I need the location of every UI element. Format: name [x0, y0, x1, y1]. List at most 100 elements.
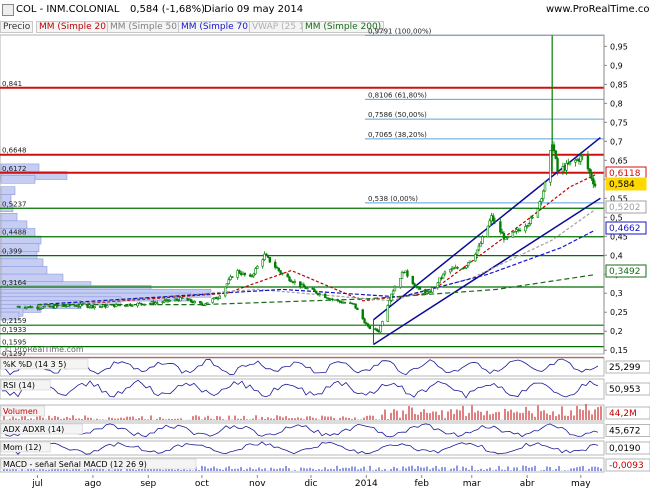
moving-average-line — [37, 174, 596, 308]
indicator-value-box — [605, 424, 650, 437]
x-tick-label: abr — [520, 479, 535, 489]
chart-menu-icon[interactable] — [2, 4, 14, 16]
level-label: 0,6172 — [2, 165, 27, 173]
indicator-value: -0,0093 — [609, 461, 644, 471]
legend-sma200[interactable]: MM (Simple 200) — [302, 21, 385, 33]
candle-body — [431, 287, 434, 293]
indicator-label: Volumen — [3, 407, 38, 416]
candle-body — [200, 302, 204, 306]
indicator-line — [1, 441, 599, 455]
volume-profile-bar — [0, 213, 18, 222]
indicator-label: RSI (14) — [3, 381, 35, 390]
candle-body — [68, 304, 71, 306]
indicator-label: ADX ADXR (14) — [3, 425, 64, 434]
indicator-value-box — [605, 360, 650, 374]
y-tick-label: 0,95 — [610, 42, 628, 51]
candle-body — [30, 306, 34, 309]
candle-body — [465, 265, 468, 269]
candle-body — [400, 271, 404, 279]
candle-body — [193, 300, 196, 304]
candle-body — [388, 299, 391, 306]
legend-sma20[interactable]: MM (Simple 20) — [36, 21, 113, 33]
y-tick-label: 0,4 — [610, 251, 623, 260]
level-label: 0,1297 — [2, 350, 27, 358]
candle-body — [81, 304, 84, 306]
indicator-value: 0,0190 — [609, 444, 641, 454]
candle-body — [574, 159, 577, 163]
candle-body — [452, 267, 456, 270]
x-tick-label: may — [571, 479, 591, 489]
period-date: Diario 09 may 2014 — [204, 4, 304, 15]
candle-body — [486, 225, 490, 238]
indicator-line — [2, 379, 599, 399]
candle-body — [100, 306, 104, 308]
indicator-value: 44,2M — [609, 409, 637, 419]
volume-profile-bar — [0, 266, 48, 275]
candle-body — [265, 253, 268, 256]
candle-body — [386, 305, 389, 322]
y-tick-label: 0,55 — [610, 194, 628, 203]
candle-body — [468, 260, 472, 263]
watermark-text: © ProRealTime.com — [4, 345, 84, 354]
candle-body — [418, 287, 422, 290]
indicator-value-box — [605, 458, 650, 472]
candle-body — [229, 276, 232, 280]
candle-body — [302, 284, 305, 288]
candle-body — [443, 271, 447, 275]
candle-body — [390, 293, 393, 301]
indicator-label-bg — [0, 379, 51, 391]
site-url[interactable]: www.ProRealTime.com — [546, 4, 650, 15]
volume-profile-bar — [0, 175, 36, 184]
candle-body — [466, 262, 470, 267]
candle-body — [139, 302, 143, 305]
candle-body — [43, 305, 46, 308]
candle-body — [500, 231, 504, 234]
indicator-label-bg — [0, 405, 46, 417]
price-box-label: 0,3492 — [609, 267, 641, 277]
candle-body — [206, 302, 209, 305]
candle-body — [449, 269, 452, 273]
y-tick-label: 0,3 — [610, 289, 623, 298]
candle-body — [254, 268, 257, 275]
candle-body — [488, 220, 491, 227]
candle-body — [318, 293, 322, 296]
y-tick-label: 0,8 — [610, 99, 623, 108]
candle-body — [336, 299, 339, 301]
y-tick-label: 0,15 — [610, 346, 628, 355]
price-box-label: 0,5202 — [609, 203, 641, 213]
candle-body — [456, 267, 459, 269]
candle-body — [406, 270, 409, 277]
indicator-value: 25,299 — [609, 363, 641, 373]
indicator-pane — [0, 357, 605, 377]
x-tick-label: nov — [249, 479, 266, 489]
candle-body — [363, 318, 366, 324]
indicator-value-box — [605, 382, 650, 396]
indicator-pane — [0, 378, 605, 400]
candle-body — [225, 283, 229, 288]
fib-label: 0,8106 (61,80%) — [368, 91, 427, 99]
candle-body — [518, 229, 522, 232]
candle-body — [163, 300, 166, 303]
legend-price[interactable]: Precio — [0, 21, 34, 33]
candle-body — [556, 158, 559, 172]
candle-body — [391, 290, 395, 295]
candle-body — [536, 208, 540, 218]
volume-profile-bar — [0, 220, 28, 230]
price-box — [605, 177, 647, 191]
candle-body — [493, 220, 497, 223]
candle-body — [25, 306, 29, 309]
candle-body — [436, 282, 440, 288]
indicator-pane — [0, 422, 605, 439]
level-label: 0,841 — [2, 80, 22, 88]
candle-body — [311, 287, 314, 290]
candle-body — [275, 267, 279, 269]
candle-body — [243, 272, 247, 276]
indicator-value-box — [605, 406, 650, 420]
candle-body — [290, 280, 293, 283]
level-label: 0,4488 — [2, 229, 27, 237]
candle-body — [441, 273, 445, 279]
candle-body — [590, 172, 593, 179]
candle-body — [579, 155, 582, 162]
candle-body — [266, 255, 270, 258]
